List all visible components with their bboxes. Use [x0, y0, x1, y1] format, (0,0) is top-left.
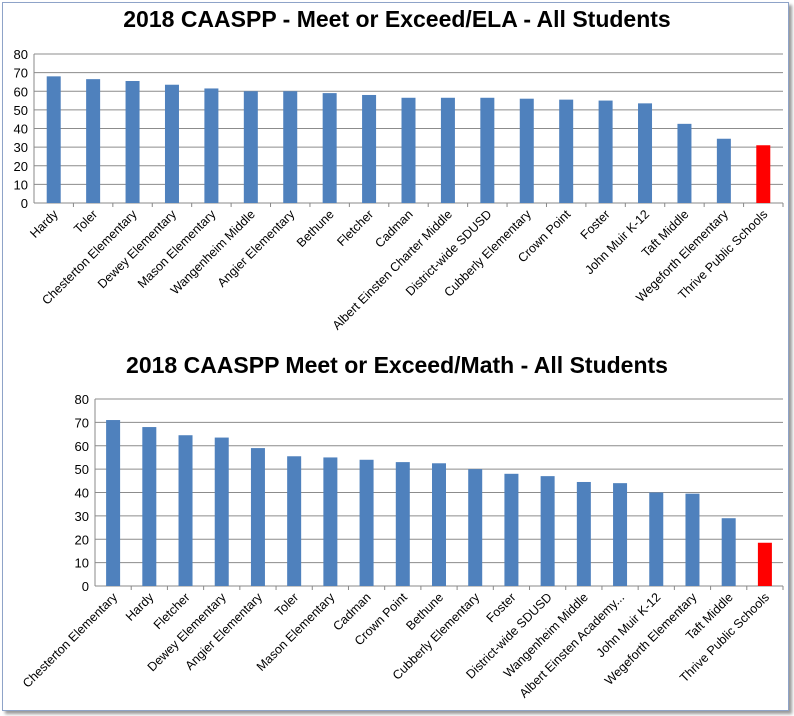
bar — [559, 99, 574, 203]
ela-chart-title: 2018 CAASPP - Meet or Exceed/ELA - All S… — [123, 6, 671, 32]
bar — [540, 476, 555, 586]
category-label: Hardy — [27, 207, 61, 241]
y-tick-label: 10 — [75, 556, 89, 571]
bar — [598, 100, 613, 203]
bar — [721, 518, 736, 586]
category-label: Bethune — [294, 207, 337, 250]
bar — [677, 123, 692, 203]
y-tick-label: 30 — [14, 140, 28, 155]
bar — [519, 98, 534, 203]
category-label: Angier Elementary — [215, 207, 298, 290]
bar — [613, 483, 628, 586]
y-tick-label: 0 — [82, 579, 89, 594]
bar — [359, 459, 374, 586]
bar — [142, 427, 157, 586]
y-tick-label: 70 — [75, 415, 89, 430]
bar — [756, 145, 771, 203]
bar — [46, 76, 61, 203]
category-label: Fletcher — [334, 207, 376, 249]
bar — [480, 97, 495, 203]
category-label: Foster — [484, 590, 519, 625]
bar — [576, 481, 591, 586]
bar — [757, 542, 772, 586]
y-tick-label: 40 — [75, 486, 89, 501]
bar — [638, 103, 653, 203]
y-tick-label: 20 — [75, 532, 89, 547]
bar — [504, 473, 519, 586]
y-tick-label: 80 — [14, 47, 28, 62]
y-tick-label: 50 — [14, 103, 28, 118]
bar — [432, 463, 446, 586]
category-label: Toler — [272, 590, 301, 619]
bar — [395, 462, 410, 586]
y-tick-label: 0 — [21, 196, 28, 211]
category-label: Hardy — [123, 590, 157, 624]
bar — [125, 81, 140, 203]
bar — [178, 435, 193, 586]
math-chart: 2018 CAASPP Meet or Exceed/Math - All St… — [0, 352, 794, 716]
y-tick-label: 70 — [14, 66, 28, 81]
bar — [106, 420, 121, 586]
bar — [214, 437, 229, 586]
y-tick-label: 80 — [75, 392, 89, 407]
bar — [323, 457, 338, 586]
bar — [440, 97, 455, 203]
ela-chart: 2018 CAASPP - Meet or Exceed/ELA - All S… — [0, 0, 794, 355]
category-label: Foster — [578, 207, 613, 242]
bar — [685, 493, 700, 586]
y-tick-label: 60 — [75, 439, 89, 454]
bar — [250, 448, 265, 586]
y-tick-label: 10 — [14, 177, 28, 192]
bar — [322, 93, 337, 203]
bar — [86, 79, 101, 203]
y-tick-label: 20 — [14, 159, 28, 174]
math-chart-plot: 0 10 20 30 40 50 60 70 80 Chesterton Elementary Ha… — [20, 392, 784, 701]
bar — [204, 88, 219, 203]
bar — [287, 456, 302, 586]
bar — [401, 97, 416, 203]
bar — [164, 84, 179, 203]
category-label: Chesterton Elementary — [20, 590, 121, 691]
math-chart-title: 2018 CAASPP Meet or Exceed/Math - All St… — [126, 352, 668, 378]
bar — [649, 492, 664, 586]
y-tick-label: 30 — [75, 509, 89, 524]
bar — [468, 469, 483, 586]
category-label: Toler — [71, 207, 100, 236]
y-tick-label: 60 — [14, 84, 28, 99]
category-label: John Muir K-12 — [594, 590, 664, 660]
bar — [243, 91, 258, 203]
bar — [283, 91, 298, 203]
bar — [362, 94, 377, 203]
y-tick-label: 40 — [14, 122, 28, 137]
y-tick-label: 50 — [75, 462, 89, 477]
bar — [716, 138, 731, 203]
